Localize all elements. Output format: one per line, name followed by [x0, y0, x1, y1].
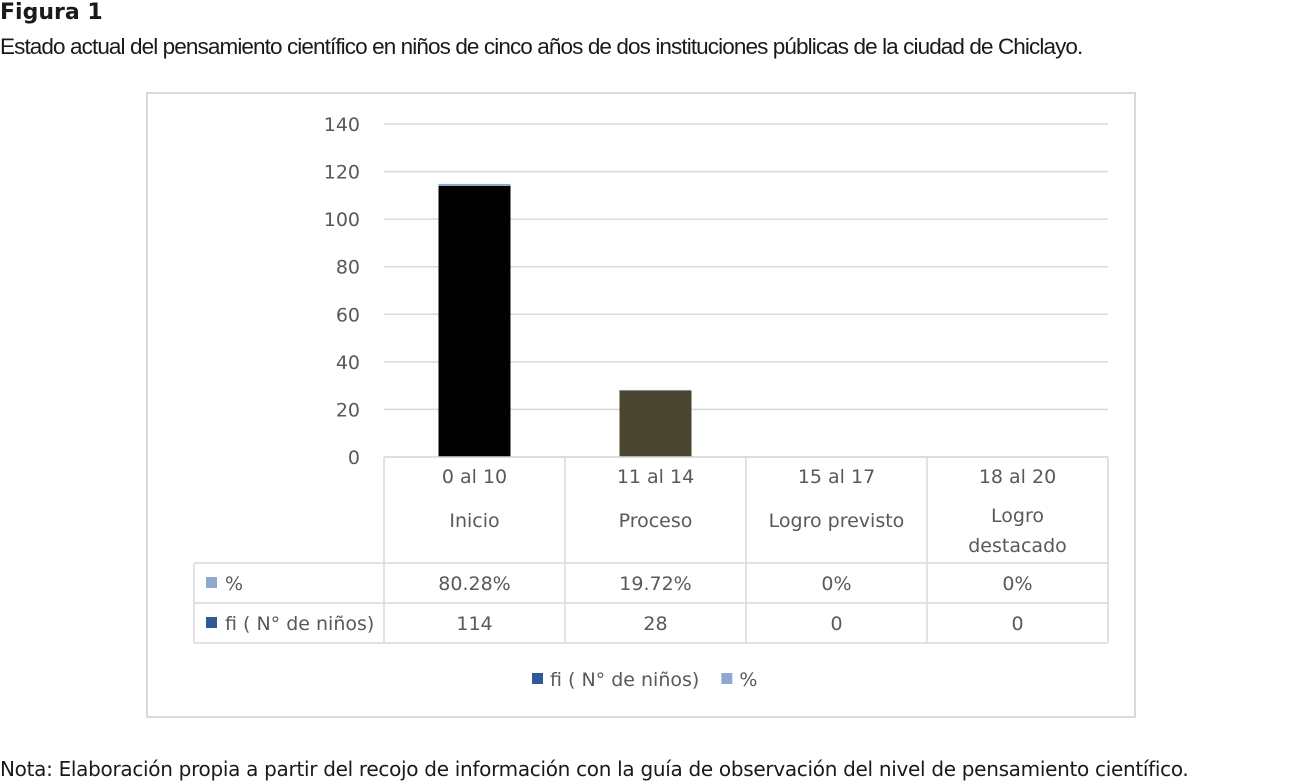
table-series-name-1: % — [225, 573, 243, 595]
category-range-2: 15 al 17 — [798, 466, 875, 488]
y-tick-label-2: 40 — [336, 352, 360, 374]
bar-1-1 — [619, 389, 692, 391]
table-value-0-2: 0 — [830, 613, 842, 635]
figure-note: Nota: Elaboración propia a partir del re… — [0, 757, 1189, 781]
category-range-3: 18 al 20 — [979, 466, 1056, 488]
bar-0-1 — [619, 390, 692, 457]
table-value-1-3: 0% — [1002, 573, 1032, 595]
bar-0-0 — [438, 185, 511, 457]
table-value-0-0: 114 — [456, 613, 492, 635]
figure-title: Estado actual del pensamiento científico… — [0, 34, 1083, 59]
y-tick-label-1: 20 — [336, 399, 360, 421]
bar-1-0 — [438, 183, 511, 186]
y-tick-label-4: 80 — [336, 257, 360, 279]
table-value-1-0: 80.28% — [438, 573, 510, 595]
table-series-name-0: fi ( N° de niños) — [225, 613, 374, 635]
figure-label: Figura 1 — [0, 0, 103, 25]
category-level-3-1: destacado — [968, 535, 1067, 557]
y-tick-label-5: 100 — [324, 209, 360, 231]
table-value-0-3: 0 — [1011, 613, 1023, 635]
category-level-1: Proceso — [619, 510, 693, 532]
legend-key-0 — [532, 673, 543, 684]
table-value-0-1: 28 — [643, 613, 667, 635]
category-range-0: 0 al 10 — [442, 466, 507, 488]
category-range-1: 11 al 14 — [617, 466, 694, 488]
legend-label-1: % — [739, 669, 757, 691]
legend-key-1 — [721, 673, 733, 684]
category-level-2: Logro previsto — [769, 510, 905, 532]
y-tick-label-3: 60 — [336, 304, 360, 326]
table-value-1-1: 19.72% — [619, 573, 691, 595]
y-tick-label-0: 0 — [348, 447, 360, 469]
table-value-1-2: 0% — [821, 573, 851, 595]
legend-label-0: fi ( N° de niños) — [550, 669, 699, 691]
table-key-1 — [206, 577, 217, 588]
stacked-bar-chart: 0 20 40 60 80 100 120 140 0 al 10 Inicio 11 al 14 P… — [193, 114, 1109, 691]
chart-frame: 0 20 40 60 80 100 120 140 0 al 10 Inicio 11 al 14 P… — [146, 92, 1136, 718]
y-tick-label-6: 120 — [324, 162, 360, 184]
table-key-0 — [206, 617, 217, 628]
y-tick-label-7: 140 — [324, 114, 360, 136]
category-level-0: Inicio — [449, 510, 499, 532]
category-level-3: Logro — [991, 505, 1044, 527]
